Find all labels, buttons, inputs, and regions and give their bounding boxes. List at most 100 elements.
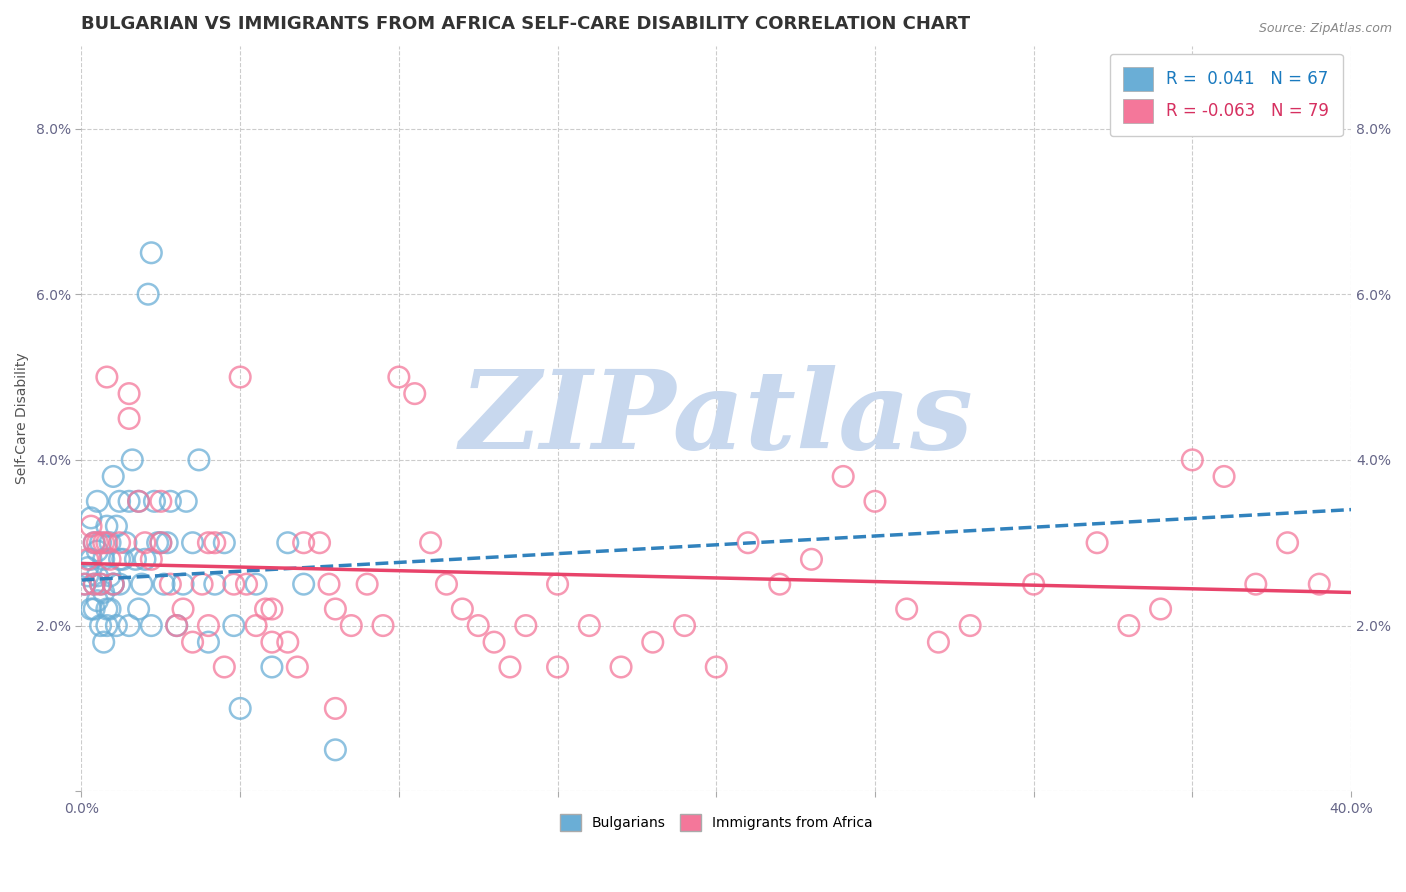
Point xyxy=(118,386,141,401)
Point xyxy=(115,535,138,549)
Point xyxy=(404,386,426,401)
Point xyxy=(229,370,252,384)
Point xyxy=(80,511,103,525)
Point xyxy=(93,535,115,549)
Point xyxy=(128,494,150,508)
Point xyxy=(467,618,489,632)
Y-axis label: Self-Care Disability: Self-Care Disability xyxy=(15,352,30,484)
Point xyxy=(93,585,115,599)
Point xyxy=(245,577,267,591)
Point xyxy=(90,577,112,591)
Point xyxy=(149,535,172,549)
Point xyxy=(181,635,204,649)
Point xyxy=(141,618,163,632)
Point xyxy=(436,577,458,591)
Point xyxy=(111,552,134,566)
Point xyxy=(172,577,194,591)
Point xyxy=(499,660,522,674)
Point xyxy=(1085,535,1108,549)
Point xyxy=(204,535,226,549)
Point xyxy=(187,453,209,467)
Point xyxy=(166,618,188,632)
Point xyxy=(1118,618,1140,632)
Point xyxy=(482,635,505,649)
Point xyxy=(197,618,219,632)
Point xyxy=(108,577,131,591)
Point xyxy=(245,618,267,632)
Point xyxy=(76,552,98,566)
Point xyxy=(641,635,664,649)
Point xyxy=(103,469,125,483)
Point xyxy=(141,552,163,566)
Point xyxy=(131,577,153,591)
Point xyxy=(419,535,441,549)
Point xyxy=(108,552,131,566)
Point xyxy=(863,494,886,508)
Point xyxy=(174,494,197,508)
Point xyxy=(98,535,121,549)
Point xyxy=(673,618,696,632)
Text: BULGARIAN VS IMMIGRANTS FROM AFRICA SELF-CARE DISABILITY CORRELATION CHART: BULGARIAN VS IMMIGRANTS FROM AFRICA SELF… xyxy=(82,15,970,33)
Point xyxy=(93,552,115,566)
Point xyxy=(769,577,792,591)
Point xyxy=(96,519,118,533)
Point xyxy=(103,577,125,591)
Point xyxy=(98,552,121,566)
Point xyxy=(292,577,315,591)
Point xyxy=(166,618,188,632)
Point xyxy=(222,577,245,591)
Point xyxy=(214,660,236,674)
Point xyxy=(143,494,166,508)
Point xyxy=(704,660,727,674)
Point xyxy=(318,577,340,591)
Point xyxy=(103,577,125,591)
Point xyxy=(959,618,981,632)
Point xyxy=(1244,577,1267,591)
Point xyxy=(254,602,277,616)
Point xyxy=(76,560,98,574)
Point xyxy=(128,494,150,508)
Point xyxy=(356,577,378,591)
Point xyxy=(277,535,299,549)
Point xyxy=(83,535,105,549)
Point xyxy=(83,577,105,591)
Point xyxy=(229,701,252,715)
Point xyxy=(124,552,146,566)
Point xyxy=(96,370,118,384)
Point xyxy=(156,535,179,549)
Point xyxy=(191,577,214,591)
Point xyxy=(93,635,115,649)
Point xyxy=(73,577,96,591)
Point xyxy=(90,618,112,632)
Point xyxy=(325,743,347,757)
Point xyxy=(292,535,315,549)
Point xyxy=(277,635,299,649)
Point xyxy=(80,552,103,566)
Point xyxy=(927,635,949,649)
Point xyxy=(86,593,108,607)
Point xyxy=(832,469,855,483)
Point xyxy=(214,535,236,549)
Point xyxy=(98,602,121,616)
Point xyxy=(86,569,108,583)
Point xyxy=(149,494,172,508)
Point xyxy=(737,535,759,549)
Point xyxy=(260,602,283,616)
Point xyxy=(159,494,181,508)
Point xyxy=(108,535,131,549)
Point xyxy=(451,602,474,616)
Point xyxy=(1308,577,1330,591)
Point xyxy=(896,602,918,616)
Point xyxy=(235,577,257,591)
Point xyxy=(73,577,96,591)
Point xyxy=(159,577,181,591)
Point xyxy=(103,577,125,591)
Point xyxy=(86,544,108,558)
Point xyxy=(134,552,156,566)
Point xyxy=(371,618,394,632)
Point xyxy=(146,535,169,549)
Point xyxy=(80,602,103,616)
Point xyxy=(515,618,537,632)
Text: Source: ZipAtlas.com: Source: ZipAtlas.com xyxy=(1258,22,1392,36)
Point xyxy=(285,660,308,674)
